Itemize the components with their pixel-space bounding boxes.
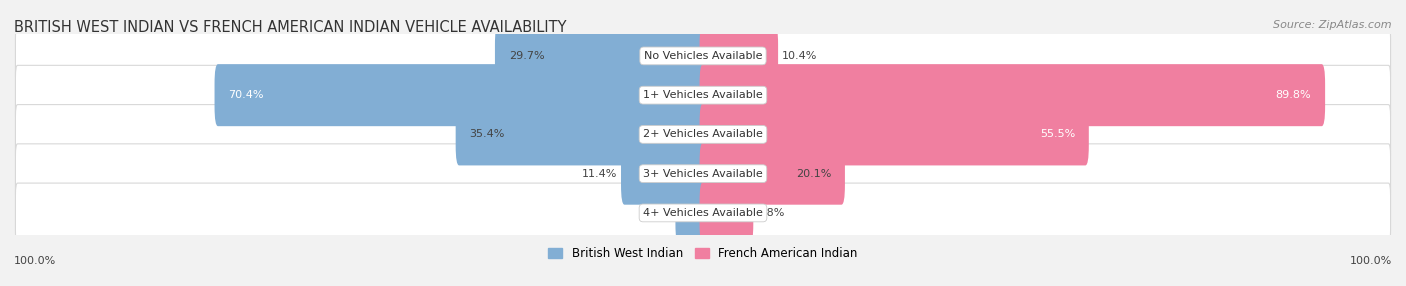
Text: 2+ Vehicles Available: 2+ Vehicles Available <box>643 130 763 139</box>
FancyBboxPatch shape <box>15 105 1391 164</box>
Text: 11.4%: 11.4% <box>582 169 617 179</box>
FancyBboxPatch shape <box>15 144 1391 204</box>
Text: 89.8%: 89.8% <box>1275 90 1312 100</box>
Text: 100.0%: 100.0% <box>1350 256 1392 266</box>
FancyBboxPatch shape <box>700 182 754 244</box>
FancyBboxPatch shape <box>456 104 706 165</box>
Text: 1+ Vehicles Available: 1+ Vehicles Available <box>643 90 763 100</box>
FancyBboxPatch shape <box>675 182 706 244</box>
FancyBboxPatch shape <box>15 26 1391 86</box>
Text: Source: ZipAtlas.com: Source: ZipAtlas.com <box>1274 20 1392 30</box>
Legend: British West Indian, French American Indian: British West Indian, French American Ind… <box>544 242 862 265</box>
FancyBboxPatch shape <box>700 25 778 87</box>
Text: 4+ Vehicles Available: 4+ Vehicles Available <box>643 208 763 218</box>
FancyBboxPatch shape <box>700 143 845 205</box>
FancyBboxPatch shape <box>495 25 706 87</box>
Text: 3.5%: 3.5% <box>644 208 672 218</box>
Text: No Vehicles Available: No Vehicles Available <box>644 51 762 61</box>
Text: 100.0%: 100.0% <box>14 256 56 266</box>
Text: BRITISH WEST INDIAN VS FRENCH AMERICAN INDIAN VEHICLE AVAILABILITY: BRITISH WEST INDIAN VS FRENCH AMERICAN I… <box>14 20 567 35</box>
Text: 70.4%: 70.4% <box>228 90 264 100</box>
Text: 20.1%: 20.1% <box>796 169 831 179</box>
Text: 55.5%: 55.5% <box>1040 130 1076 139</box>
FancyBboxPatch shape <box>700 104 1088 165</box>
FancyBboxPatch shape <box>621 143 706 205</box>
Text: 3+ Vehicles Available: 3+ Vehicles Available <box>643 169 763 179</box>
FancyBboxPatch shape <box>15 65 1391 125</box>
FancyBboxPatch shape <box>15 183 1391 243</box>
Text: 35.4%: 35.4% <box>470 130 505 139</box>
FancyBboxPatch shape <box>215 64 706 126</box>
FancyBboxPatch shape <box>700 64 1324 126</box>
Text: 29.7%: 29.7% <box>509 51 544 61</box>
Text: 6.8%: 6.8% <box>756 208 785 218</box>
Text: 10.4%: 10.4% <box>782 51 817 61</box>
